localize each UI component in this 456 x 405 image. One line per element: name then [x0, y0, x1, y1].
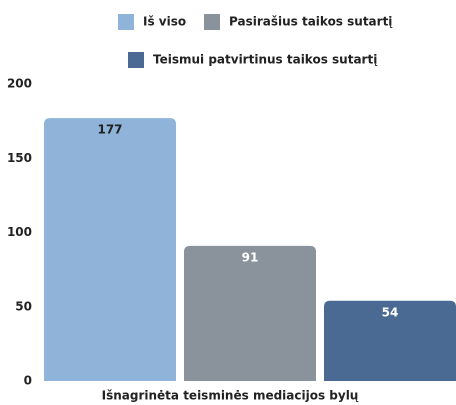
value-label: 177	[97, 123, 122, 137]
bar	[184, 245, 316, 381]
legend-label: Iš viso	[143, 15, 186, 29]
legend-swatch	[118, 14, 134, 30]
y-tick-label: 200	[7, 77, 32, 91]
value-label: 54	[382, 305, 399, 319]
legend-label: Pasirašius taikos sutartį	[229, 15, 393, 29]
bar	[324, 300, 456, 381]
y-tick-label: 0	[24, 374, 32, 388]
legend-swatch	[204, 14, 220, 30]
y-tick-label: 150	[7, 151, 32, 165]
legend-swatch	[128, 52, 144, 68]
value-label: 91	[242, 250, 259, 264]
x-tick-label: Išnagrinėta teisminės mediacijos bylų	[102, 389, 359, 403]
y-tick-label: 50	[15, 299, 32, 313]
y-tick-label: 100	[7, 225, 32, 239]
legend-label: Teismui patvirtinus taikos sutartį	[153, 53, 378, 67]
bar	[44, 118, 176, 381]
